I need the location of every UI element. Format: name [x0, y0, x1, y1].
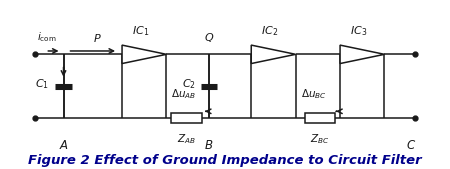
Bar: [171, 113, 202, 123]
Text: $\Delta u_{BC}$: $\Delta u_{BC}$: [301, 88, 327, 101]
Polygon shape: [251, 45, 296, 64]
Text: $C_1$: $C_1$: [36, 78, 50, 91]
Polygon shape: [340, 45, 384, 64]
Text: $\Delta u_{AB}$: $\Delta u_{AB}$: [171, 88, 196, 101]
Text: $i_\mathrm{com}$: $i_\mathrm{com}$: [37, 31, 57, 44]
Text: $Z_{BC}$: $Z_{BC}$: [310, 133, 329, 147]
Text: $B$: $B$: [204, 139, 213, 152]
Text: $C$: $C$: [405, 139, 416, 152]
Text: $Q$: $Q$: [204, 31, 214, 44]
Text: $C_2$: $C_2$: [182, 78, 196, 91]
Polygon shape: [122, 45, 166, 64]
Text: $Z_{AB}$: $Z_{AB}$: [177, 133, 196, 147]
Text: $P$: $P$: [94, 32, 102, 44]
Bar: [305, 113, 335, 123]
Text: IC$_3$: IC$_3$: [350, 25, 367, 38]
Text: IC$_2$: IC$_2$: [261, 25, 278, 38]
Text: Figure 2 Effect of Ground Impedance to Circuit Filter: Figure 2 Effect of Ground Impedance to C…: [28, 154, 422, 167]
Text: $A$: $A$: [58, 139, 68, 152]
Text: IC$_1$: IC$_1$: [131, 25, 149, 38]
